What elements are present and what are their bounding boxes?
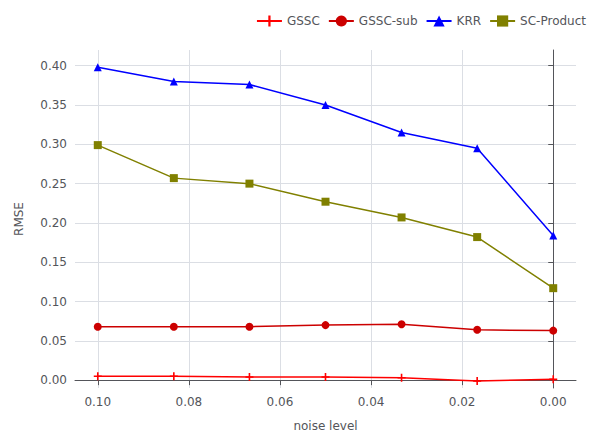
svg-text:0.35: 0.35 [40, 98, 67, 112]
svg-text:KRR: KRR [457, 14, 482, 28]
svg-text:0.10: 0.10 [84, 395, 111, 409]
svg-text:SC-Product: SC-Product [520, 14, 586, 28]
svg-text:0.30: 0.30 [40, 137, 67, 151]
svg-text:0.20: 0.20 [40, 216, 67, 230]
svg-text:0.06: 0.06 [267, 395, 294, 409]
svg-text:0.00: 0.00 [40, 373, 67, 387]
svg-text:0.00: 0.00 [540, 395, 567, 409]
svg-text:GSSC: GSSC [287, 14, 320, 28]
svg-text:0.05: 0.05 [40, 334, 67, 348]
svg-text:0.04: 0.04 [358, 395, 385, 409]
svg-text:0.15: 0.15 [40, 255, 67, 269]
svg-text:noise level: noise level [293, 419, 357, 433]
svg-text:0.08: 0.08 [176, 395, 203, 409]
svg-text:0.02: 0.02 [449, 395, 476, 409]
svg-text:RMSE: RMSE [12, 202, 26, 236]
svg-text:0.40: 0.40 [40, 59, 67, 73]
svg-text:0.25: 0.25 [40, 177, 67, 191]
svg-text:GSSC-sub: GSSC-sub [359, 14, 418, 28]
svg-text:0.10: 0.10 [40, 295, 67, 309]
